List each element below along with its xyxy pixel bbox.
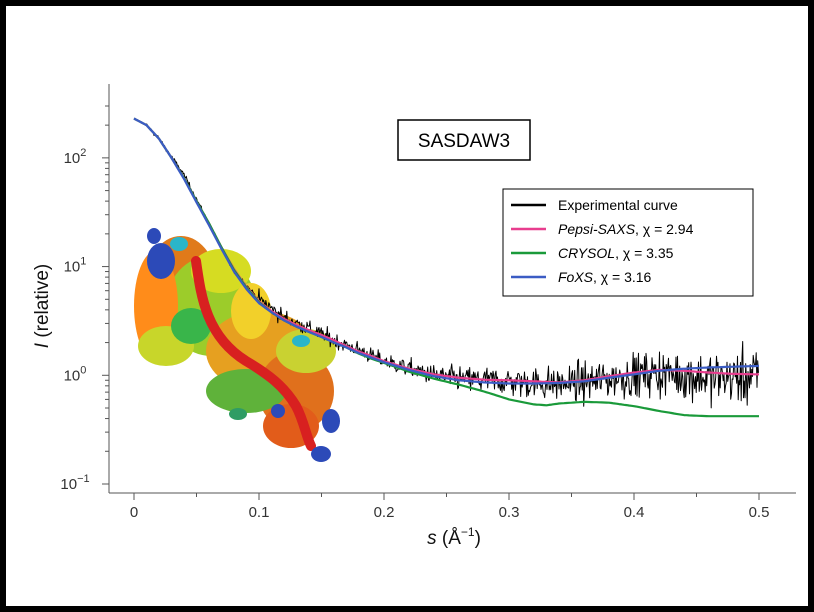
x-axis-label: s (Å−1)	[427, 525, 481, 549]
protein-structure-image	[134, 228, 340, 462]
x-tick-label: 0.1	[249, 504, 270, 521]
x-tick-label: 0	[130, 504, 138, 521]
axes: 0 0.1 0.2 0.3 0.4 0.5 102 101 100 10−1	[60, 84, 796, 521]
x-tick-label: 0.5	[749, 504, 770, 521]
chart-title: SASDAW3	[418, 131, 510, 152]
x-tick-label: 0.4	[624, 504, 645, 521]
legend-entry: Pepsi-SAXS, χ = 2.94	[558, 221, 694, 237]
figure-frame: 0 0.1 0.2 0.3 0.4 0.5 102 101 100 10−1 s (Å−1) I …	[6, 6, 808, 606]
x-tick-label: 0.2	[374, 504, 395, 521]
legend-entry: FoXS, χ = 3.16	[558, 269, 652, 285]
series-line-4	[133, 117, 760, 385]
y-tick-label: 100	[64, 364, 87, 384]
series-layer	[133, 117, 760, 418]
chart-title-box: SASDAW3	[397, 119, 531, 161]
y-tick-label: 10−1	[60, 473, 89, 493]
x-tick-label: 0.3	[499, 504, 520, 521]
legend-entry: Experimental curve	[558, 197, 678, 213]
y-tick-label: 101	[64, 256, 87, 276]
legend-entry: CRYSOL, χ = 3.35	[558, 245, 674, 261]
y-axis-label: I (relative)	[32, 264, 53, 348]
saxs-chart: 0 0.1 0.2 0.3 0.4 0.5 102 101 100 10−1 s (Å−1) I …	[32, 84, 796, 549]
y-tick-label: 102	[64, 147, 87, 167]
legend: Experimental curve Pepsi-SAXS, χ = 2.94 CR…	[502, 188, 754, 297]
